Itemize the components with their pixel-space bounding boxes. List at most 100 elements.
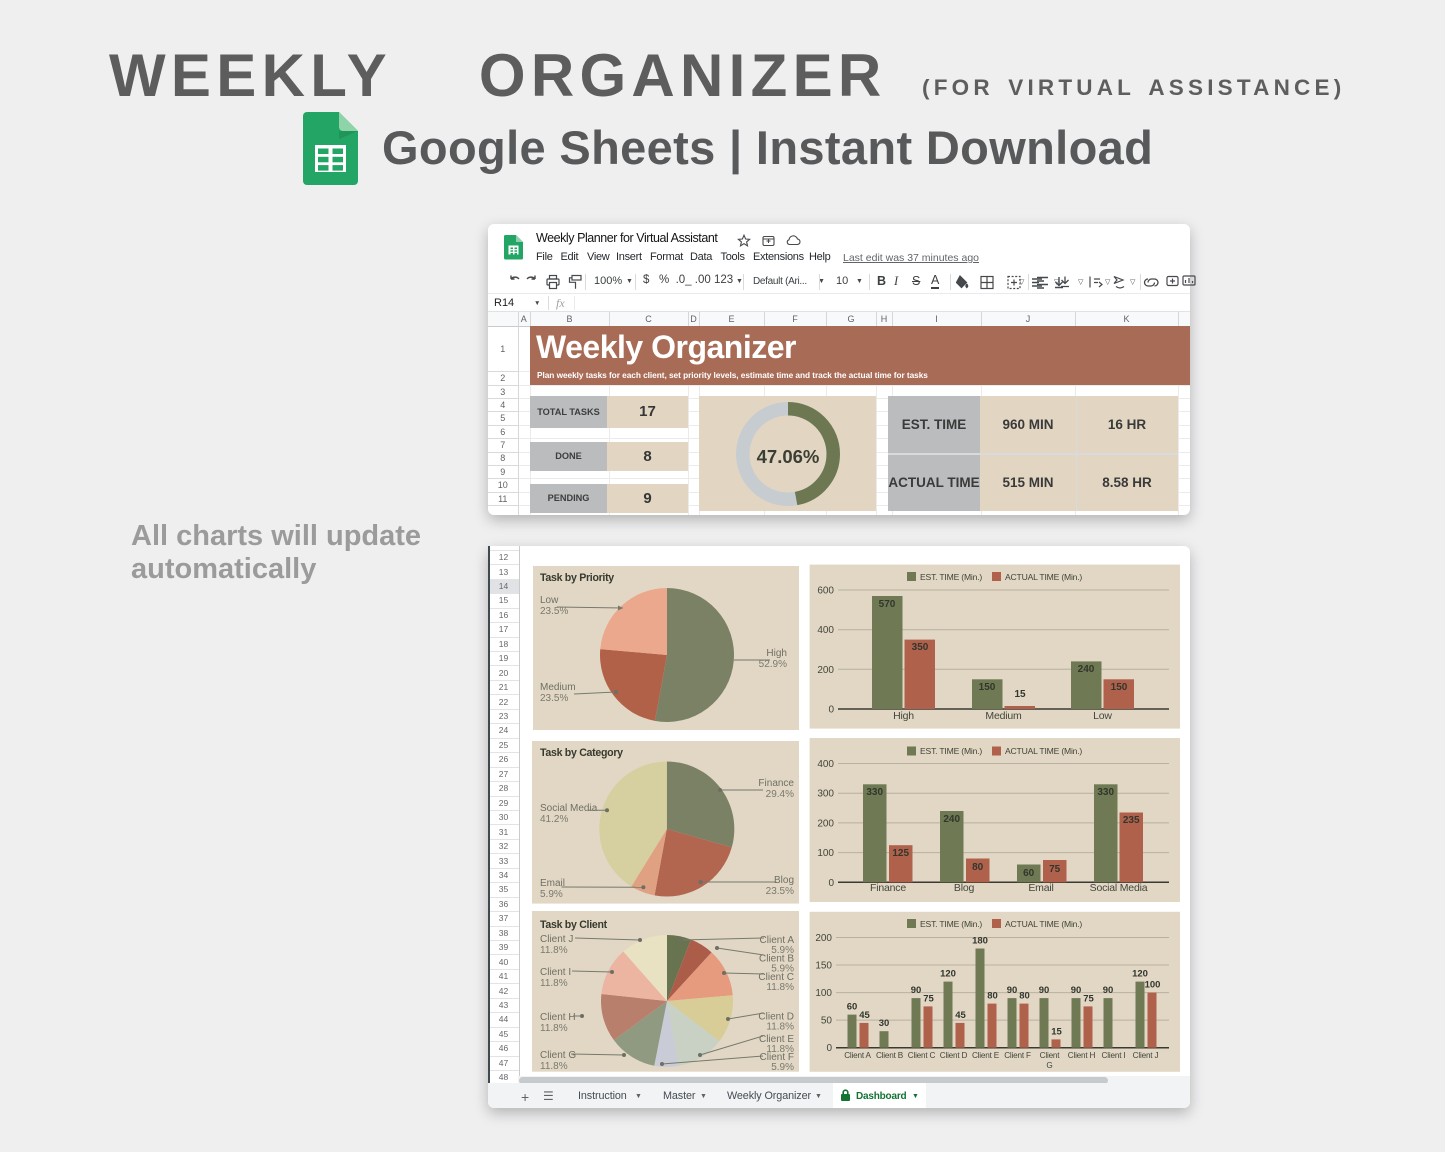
svg-text:23.5%: 23.5%	[540, 693, 568, 704]
svg-text:Client A: Client A	[760, 935, 795, 946]
svg-text:30: 30	[879, 1018, 890, 1029]
svg-text:ACTUAL TIME (Min.): ACTUAL TIME (Min.)	[1005, 572, 1082, 582]
svg-text:120: 120	[1132, 969, 1148, 980]
svg-text:Client D: Client D	[758, 1012, 794, 1023]
svg-text:Client E: Client E	[972, 1051, 1000, 1060]
svg-text:300: 300	[817, 789, 834, 800]
svg-text:0: 0	[828, 878, 834, 889]
svg-text:330: 330	[1097, 787, 1114, 798]
svg-text:11.8%: 11.8%	[540, 978, 568, 989]
svg-text:150: 150	[815, 961, 832, 972]
svg-text:Client I: Client I	[1102, 1051, 1126, 1060]
svg-text:5.9%: 5.9%	[540, 889, 563, 900]
svg-text:11.8%: 11.8%	[766, 1044, 794, 1055]
svg-text:200: 200	[817, 665, 834, 676]
svg-text:Client F: Client F	[1004, 1051, 1031, 1060]
svg-text:75: 75	[1049, 864, 1061, 875]
svg-text:EST. TIME (Min.): EST. TIME (Min.)	[920, 746, 982, 756]
svg-text:Client D: Client D	[940, 1051, 968, 1060]
svg-text:High: High	[893, 710, 914, 722]
svg-text:330: 330	[866, 787, 883, 798]
svg-text:90: 90	[1071, 985, 1082, 996]
svg-text:11.8%: 11.8%	[766, 982, 794, 993]
svg-text:Medium: Medium	[540, 682, 576, 693]
svg-text:80: 80	[987, 991, 998, 1002]
svg-text:Client J: Client J	[1133, 1051, 1159, 1060]
svg-text:Client H: Client H	[540, 1012, 576, 1023]
svg-text:90: 90	[1103, 985, 1114, 996]
svg-text:11.8%: 11.8%	[540, 945, 568, 956]
svg-text:Client A: Client A	[844, 1051, 871, 1060]
svg-text:5.9%: 5.9%	[771, 945, 794, 956]
svg-text:0: 0	[828, 705, 834, 716]
svg-text:100: 100	[817, 848, 834, 859]
svg-text:Finance: Finance	[758, 778, 794, 789]
svg-text:240: 240	[943, 814, 960, 825]
svg-text:90: 90	[1007, 985, 1018, 996]
svg-text:Client F: Client F	[760, 1052, 794, 1063]
svg-text:EST. TIME (Min.): EST. TIME (Min.)	[920, 919, 982, 929]
svg-text:45: 45	[955, 1010, 966, 1021]
svg-text:11.8%: 11.8%	[540, 1061, 568, 1072]
svg-text:570: 570	[879, 599, 896, 610]
svg-text:200: 200	[815, 933, 832, 944]
svg-text:Social Media: Social Media	[540, 803, 598, 814]
svg-text:Low: Low	[540, 595, 559, 606]
svg-text:52.9%: 52.9%	[759, 659, 787, 670]
svg-text:75: 75	[1083, 993, 1094, 1004]
svg-text:Client C: Client C	[908, 1051, 936, 1060]
svg-text:235: 235	[1123, 815, 1140, 826]
svg-text:23.5%: 23.5%	[540, 606, 568, 617]
svg-text:0: 0	[826, 1043, 832, 1054]
svg-text:Client B: Client B	[759, 954, 794, 965]
svg-text:Client H: Client H	[1068, 1051, 1096, 1060]
svg-text:Client E: Client E	[759, 1034, 794, 1045]
svg-text:180: 180	[972, 936, 988, 947]
svg-text:50: 50	[821, 1016, 833, 1027]
svg-text:Low: Low	[1093, 710, 1112, 722]
svg-text:80: 80	[1019, 991, 1030, 1002]
svg-text:80: 80	[972, 862, 984, 873]
svg-text:EST. TIME (Min.): EST. TIME (Min.)	[920, 572, 982, 582]
svg-text:Blog: Blog	[954, 882, 975, 894]
svg-text:Task by Priority: Task by Priority	[540, 572, 614, 584]
svg-text:11.8%: 11.8%	[766, 1022, 794, 1033]
svg-text:Email: Email	[1028, 882, 1053, 894]
svg-text:15: 15	[1014, 689, 1026, 700]
svg-text:11.8%: 11.8%	[540, 1023, 568, 1034]
svg-text:5.9%: 5.9%	[771, 964, 794, 975]
svg-text:240: 240	[1078, 664, 1095, 675]
svg-text:Task by Client: Task by Client	[540, 919, 608, 931]
svg-text:Client C: Client C	[758, 972, 794, 983]
svg-text:600: 600	[817, 586, 834, 597]
svg-text:Email: Email	[540, 878, 565, 889]
svg-text:100: 100	[1145, 980, 1161, 991]
svg-text:Client: Client	[1040, 1051, 1061, 1060]
svg-text:125: 125	[892, 848, 909, 859]
svg-text:200: 200	[817, 818, 834, 829]
svg-text:350: 350	[912, 642, 929, 653]
svg-text:150: 150	[979, 682, 996, 693]
svg-text:5.9%: 5.9%	[771, 1062, 794, 1073]
svg-text:Finance: Finance	[870, 882, 906, 894]
svg-text:G: G	[1046, 1061, 1052, 1070]
svg-text:75: 75	[923, 993, 934, 1004]
svg-text:45: 45	[859, 1010, 870, 1021]
svg-text:150: 150	[1111, 682, 1128, 693]
svg-text:Client G: Client G	[540, 1050, 576, 1061]
svg-text:60: 60	[847, 1002, 858, 1013]
svg-text:Client I: Client I	[540, 967, 571, 978]
svg-text:High: High	[766, 648, 787, 659]
svg-text:Client J: Client J	[540, 934, 573, 945]
svg-text:120: 120	[940, 969, 956, 980]
svg-text:Medium: Medium	[985, 710, 1022, 722]
svg-text:Client B: Client B	[876, 1051, 904, 1060]
svg-text:41.2%: 41.2%	[540, 814, 568, 825]
svg-text:90: 90	[911, 985, 922, 996]
svg-text:Blog: Blog	[774, 875, 794, 886]
svg-text:100: 100	[815, 988, 832, 999]
svg-text:23.5%: 23.5%	[766, 886, 794, 897]
svg-text:15: 15	[1051, 1026, 1062, 1037]
svg-text:29.4%: 29.4%	[766, 789, 794, 800]
svg-text:ACTUAL TIME (Min.): ACTUAL TIME (Min.)	[1005, 746, 1082, 756]
